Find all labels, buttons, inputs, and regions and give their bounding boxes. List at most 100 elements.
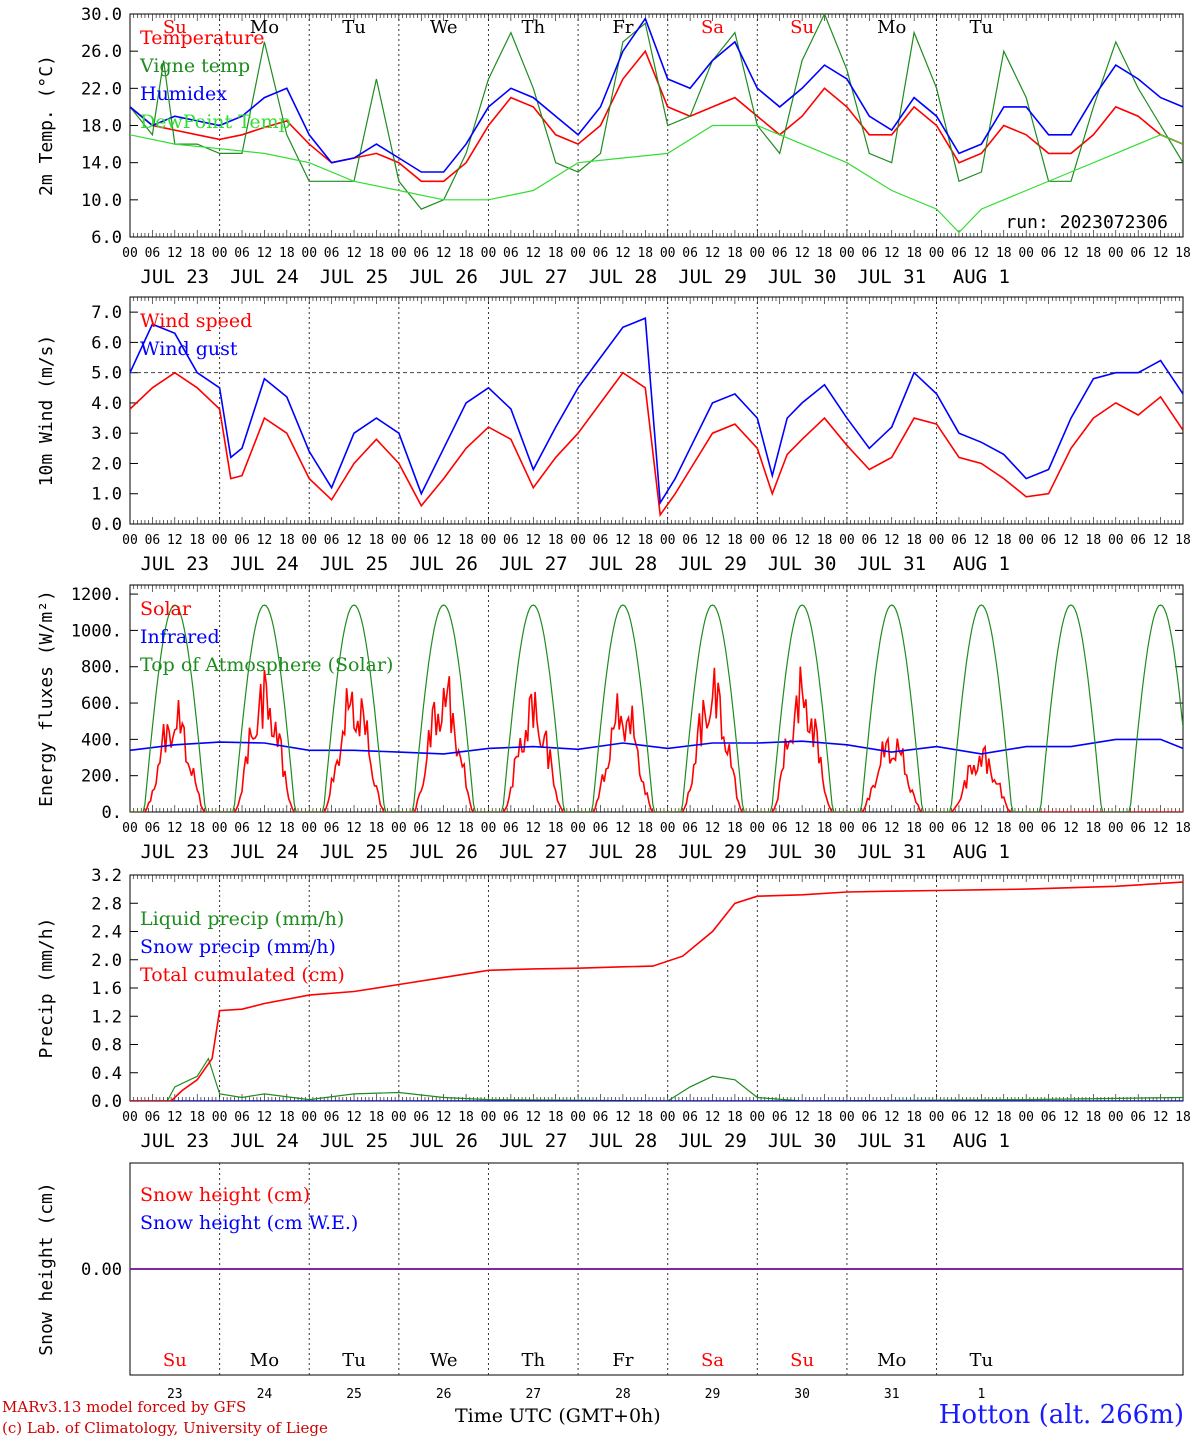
hour-tick-label: 12 [167,821,183,836]
hour-tick-label: 12 [525,821,541,836]
date-label: JUL 25 [320,553,389,575]
hour-tick-label: 18 [906,246,922,261]
hour-tick-label: 06 [593,533,609,548]
hour-tick-label: 18 [996,246,1012,261]
date-label: JUL 29 [678,841,747,863]
date-label: JUL 23 [140,266,209,288]
day-number-label: 31 [884,1387,900,1402]
y-tick-label: 0.00 [81,1260,122,1280]
legend-temperature: Temperature [140,27,264,49]
hour-tick-label: 18 [1175,821,1191,836]
day-of-week-label: Th [521,1350,545,1371]
y-tick-label: 7.0 [91,303,122,323]
day-number-label: 28 [615,1387,631,1402]
date-label: JUL 24 [230,553,299,575]
hour-tick-label: 12 [436,533,452,548]
hour-tick-label: 18 [817,821,833,836]
day-of-week-label: Mo [250,17,279,38]
hour-tick-label: 00 [749,821,765,836]
day-of-week-label: We [430,17,458,38]
date-label: JUL 25 [320,266,389,288]
date-label: JUL 29 [678,553,747,575]
hour-tick-label: 06 [1130,1110,1146,1125]
hour-tick-label: 06 [503,1110,519,1125]
hour-tick-label: 12 [705,1110,721,1125]
hour-tick-label: 06 [324,821,340,836]
hour-tick-label: 18 [817,1110,833,1125]
hour-tick-label: 12 [257,533,273,548]
hour-tick-label: 12 [167,533,183,548]
panel-1: 00 06 12 18 00 06 12 18 00 06 12 18 00 06 12 18 00 06 12 18… [36,5,1191,288]
hour-tick-label: 12 [884,533,900,548]
hour-tick-label: 06 [234,821,250,836]
hour-tick-label: 18 [727,821,743,836]
hour-tick-label: 12 [705,533,721,548]
hour-tick-label: 18 [189,1110,205,1125]
hour-tick-label: 00 [1018,1110,1034,1125]
legend-dewpoint-temp: DewPoint Temp [140,111,291,133]
hour-tick-label: 00 [481,1110,497,1125]
day-of-week-label: Tu [342,1350,366,1371]
hour-tick-label: 00 [929,1110,945,1125]
hour-tick-label: 06 [862,1110,878,1125]
hour-tick-label: 06 [1041,533,1057,548]
hour-tick-label: 12 [1063,1110,1079,1125]
day-of-week-label: Tu [970,1350,994,1371]
hour-tick-label: 00 [570,1110,586,1125]
day-number-label: 24 [257,1387,273,1402]
date-label: JUL 23 [140,841,209,863]
date-label: JUL 25 [320,841,389,863]
hour-tick-label: 00 [570,533,586,548]
hour-tick-label: 00 [929,533,945,548]
day-of-week-label: Tu [342,17,366,38]
y-tick-label: 18.0 [81,117,122,137]
hour-tick-label: 06 [951,1110,967,1125]
hour-tick-label: 00 [1018,246,1034,261]
y-tick-label: 22.0 [81,79,122,99]
legend-vigne-temp: Vigne temp [139,55,250,77]
legend-top-of-atmosphere-solar-: Top of Atmosphere (Solar) [140,654,393,676]
day-of-week-label: Fr [612,17,633,38]
y-tick-label: 6.0 [91,333,122,353]
hour-tick-label: 06 [413,246,429,261]
legend-humidex: Humidex [140,83,227,105]
y-tick-label: 3.2 [91,866,122,886]
date-label: JUL 24 [230,841,299,863]
hour-tick-label: 06 [234,533,250,548]
hour-tick-label: 12 [615,533,631,548]
hour-tick-label: 06 [682,1110,698,1125]
hour-tick-label: 00 [570,821,586,836]
y-tick-label: 26.0 [81,42,122,62]
day-of-week-label: Mo [877,17,906,38]
hour-tick-label: 06 [503,246,519,261]
day-of-week-label: Th [521,17,545,38]
hour-tick-label: 00 [301,821,317,836]
hour-tick-label: 06 [413,821,429,836]
date-label: JUL 28 [589,841,658,863]
hour-tick-label: 00 [301,246,317,261]
date-label: AUG 1 [953,266,1010,288]
hour-tick-label: 18 [1175,533,1191,548]
hour-tick-label: 18 [1086,821,1102,836]
hour-tick-label: 06 [772,246,788,261]
hour-tick-label: 18 [637,1110,653,1125]
hour-tick-label: 00 [1108,246,1124,261]
hour-tick-label: 00 [1018,533,1034,548]
hour-tick-label: 18 [906,1110,922,1125]
hour-tick-label: 18 [1175,246,1191,261]
hour-tick-label: 06 [1041,246,1057,261]
hour-tick-label: 06 [145,821,161,836]
date-label: JUL 31 [857,553,926,575]
hour-tick-label: 18 [548,246,564,261]
hour-tick-label: 18 [727,246,743,261]
day-of-week-label: Mo [877,1350,906,1371]
hour-tick-label: 00 [391,246,407,261]
hour-tick-label: 18 [279,533,295,548]
series-line-top-of-atmosphere-solar- [130,604,1183,812]
hour-tick-label: 06 [593,821,609,836]
date-label: JUL 26 [409,1130,478,1152]
hour-tick-label: 18 [996,821,1012,836]
y-tick-label: 200. [81,767,122,787]
hour-tick-label: 18 [727,1110,743,1125]
hour-tick-label: 00 [391,533,407,548]
